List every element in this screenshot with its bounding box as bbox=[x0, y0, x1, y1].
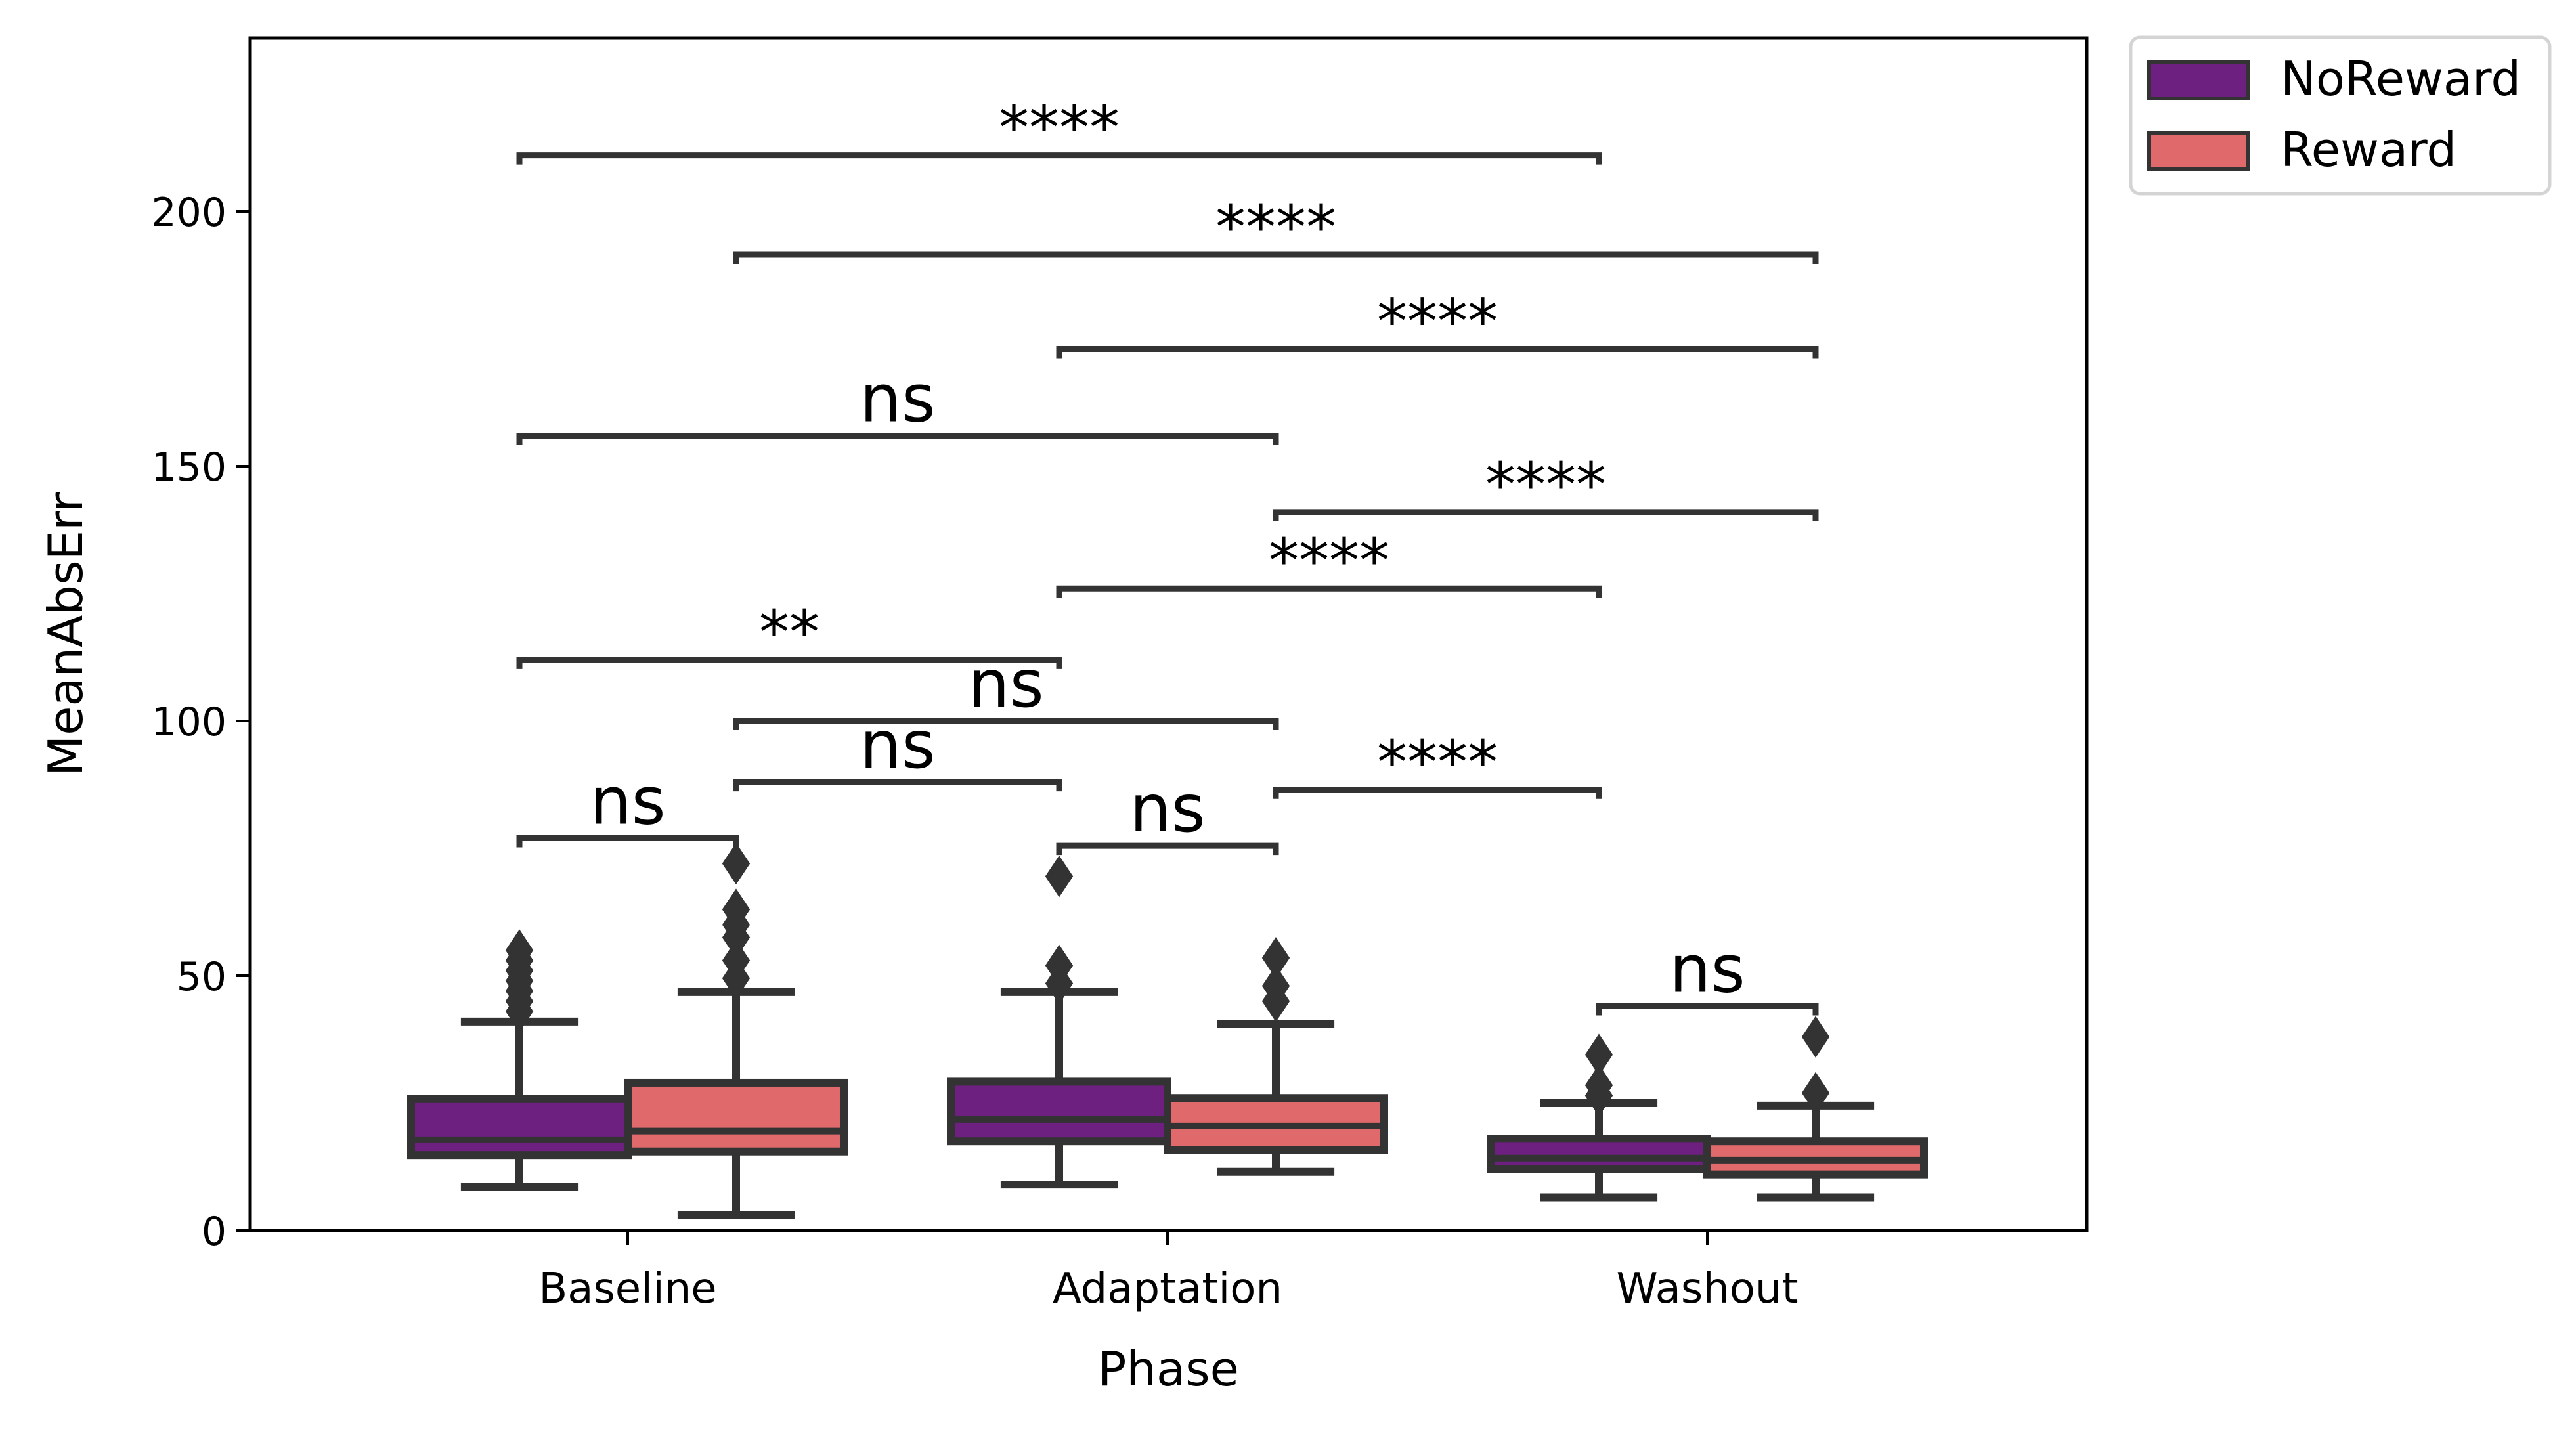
significance-label: **** bbox=[1377, 287, 1498, 357]
significance-bracket bbox=[516, 152, 1602, 165]
significance-label: ns bbox=[860, 360, 935, 437]
box-reward-baseline bbox=[624, 1078, 848, 1156]
x-axis-label: Phase bbox=[1098, 1341, 1239, 1397]
outlier-point bbox=[1801, 1072, 1830, 1114]
outlier-point bbox=[505, 929, 534, 972]
significance-bracket bbox=[516, 432, 1279, 445]
significance-bracket bbox=[1056, 346, 1819, 359]
box-noreward-baseline bbox=[407, 1095, 632, 1160]
significance-bracket bbox=[516, 657, 1062, 669]
y-tick-label: 50 bbox=[177, 954, 227, 1000]
legend-label-reward: Reward bbox=[2281, 122, 2456, 177]
significance-label: ** bbox=[759, 598, 819, 668]
outlier-point bbox=[722, 842, 751, 885]
outlier-point bbox=[1584, 1064, 1613, 1106]
significance-label: ns bbox=[860, 707, 935, 783]
y-tick-label: 0 bbox=[202, 1209, 227, 1255]
significance-label: **** bbox=[999, 93, 1120, 163]
significance-bracket bbox=[733, 718, 1279, 730]
x-tick-label: Baseline bbox=[538, 1265, 716, 1313]
y-tick-label: 200 bbox=[151, 190, 227, 236]
significance-label: **** bbox=[1269, 526, 1389, 596]
significance-bracket bbox=[733, 779, 1062, 792]
significance-label: ns bbox=[1669, 931, 1745, 1008]
significance-label: ns bbox=[590, 762, 665, 839]
outlier-point bbox=[1584, 1033, 1613, 1076]
outlier-point bbox=[722, 939, 751, 982]
outlier-point bbox=[1801, 1016, 1830, 1058]
plot-frame bbox=[248, 36, 2089, 1232]
outlier-point bbox=[1261, 937, 1290, 979]
significance-label: **** bbox=[1377, 728, 1498, 798]
outlier-point bbox=[1261, 965, 1290, 1007]
significance-bracket bbox=[733, 251, 1819, 264]
y-tick-label: 150 bbox=[151, 445, 227, 490]
x-tick-label: Washout bbox=[1616, 1265, 1798, 1313]
outlier-point bbox=[1045, 855, 1074, 898]
significance-bracket bbox=[1056, 585, 1602, 598]
significance-label: ns bbox=[968, 645, 1043, 722]
significance-label: ns bbox=[1129, 770, 1205, 847]
legend-label-noreward: NoReward bbox=[2281, 51, 2521, 106]
outlier-point bbox=[1045, 944, 1074, 987]
significance-bracket bbox=[1273, 787, 1602, 799]
significance-label: **** bbox=[1485, 450, 1606, 520]
y-axis-label: MeanAbsErr bbox=[38, 492, 93, 776]
significance-label: **** bbox=[1215, 192, 1336, 263]
box-noreward-washout bbox=[1487, 1135, 1711, 1173]
y-tick-label: 100 bbox=[151, 699, 227, 745]
box-noreward-adaptation bbox=[947, 1077, 1171, 1146]
legend-swatch-noreward bbox=[2147, 60, 2250, 100]
legend-swatch-reward bbox=[2147, 131, 2250, 171]
significance-bracket bbox=[1273, 509, 1819, 521]
significance-bracket bbox=[1596, 1003, 1819, 1016]
significance-bracket bbox=[1056, 842, 1279, 856]
x-tick-label: Adaptation bbox=[1053, 1265, 1282, 1313]
outlier-point bbox=[722, 888, 751, 930]
significance-bracket bbox=[516, 835, 739, 848]
